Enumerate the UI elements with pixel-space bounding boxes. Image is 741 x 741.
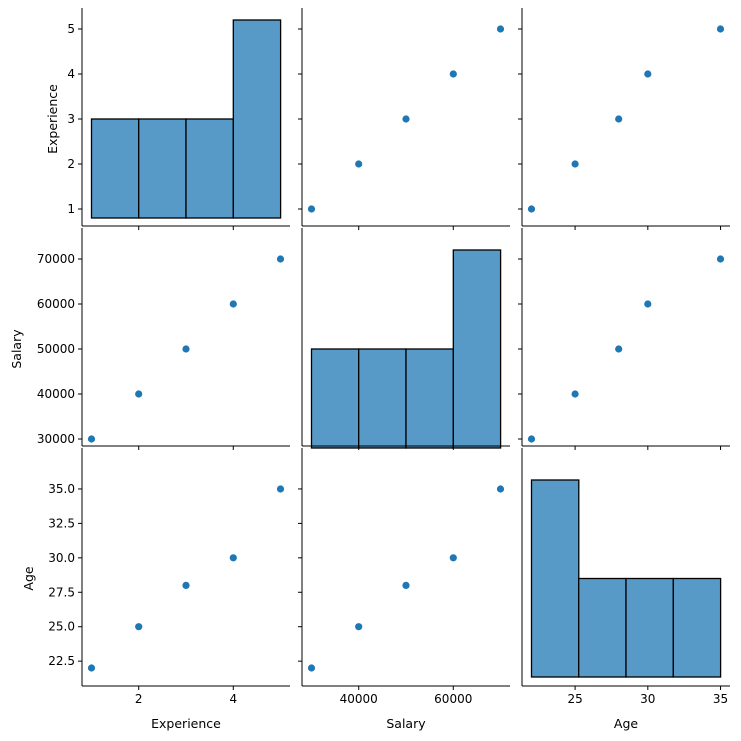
ytick-label-age-1: 22.5 bbox=[48, 654, 75, 668]
panel-age-vs-salary-point-4 bbox=[449, 554, 457, 562]
panel-age-vs-experience-point-3 bbox=[182, 581, 190, 590]
panel-age-vs-experience-point-1 bbox=[87, 664, 96, 672]
panel-experience-vs-salary-point-5 bbox=[496, 25, 505, 33]
panel-experience-vs-experience-bar-4 bbox=[232, 19, 282, 219]
panel-age-vs-age-bar-2 bbox=[578, 577, 627, 678]
x-axis-label-experience: Experience bbox=[151, 716, 221, 731]
panel-age-vs-salary-point-2 bbox=[355, 623, 363, 631]
ytick-label-age-5: 32.5 bbox=[48, 516, 75, 530]
ytick-label-salary-3: 50000 bbox=[37, 342, 75, 356]
panel-experience-vs-age-point-3 bbox=[615, 115, 623, 123]
panel-age-vs-experience-point-4 bbox=[229, 554, 237, 562]
panel-age-vs-age-bar-3 bbox=[625, 577, 674, 678]
ytick-label-experience-1: 1 bbox=[67, 202, 75, 216]
x-axis-label-salary: Salary bbox=[386, 716, 426, 731]
panel-salary-vs-age-point-1 bbox=[527, 435, 536, 443]
ytick-label-experience-4: 4 bbox=[67, 67, 75, 81]
panel-salary-vs-age-point-5 bbox=[716, 255, 725, 263]
panel-age-vs-age-bar-1 bbox=[530, 479, 580, 678]
panel-salary-vs-age-point-4 bbox=[644, 300, 652, 308]
ytick-label-age-3: 27.5 bbox=[48, 585, 75, 599]
panel-age-vs-salary-point-5 bbox=[496, 485, 505, 493]
panel-salary-vs-experience-point-3 bbox=[182, 345, 190, 353]
panel-age-vs-age-bar-4 bbox=[672, 577, 722, 678]
ytick-label-salary-4: 60000 bbox=[37, 297, 75, 311]
ytick-label-experience-3: 3 bbox=[67, 112, 75, 126]
panel-age-vs-experience-point-5 bbox=[276, 485, 285, 493]
panel-salary-vs-salary-bar-2 bbox=[358, 348, 407, 449]
panel-experience-vs-age-point-1 bbox=[527, 205, 536, 213]
ytick-label-salary-5: 70000 bbox=[37, 252, 75, 266]
panel-experience-vs-salary-point-2 bbox=[355, 160, 363, 168]
ytick-label-experience-2: 2 bbox=[67, 157, 75, 171]
y-axis-label-experience: Experience bbox=[45, 84, 60, 154]
panel-experience-vs-salary-point-4 bbox=[449, 70, 457, 78]
panel-age-vs-salary-point-3 bbox=[402, 581, 410, 590]
panel-experience-vs-experience-bar-2 bbox=[138, 118, 187, 219]
xtick-label-experience-2: 4 bbox=[229, 692, 237, 706]
y-axis-label-age: Age bbox=[21, 566, 36, 590]
panel-salary-vs-experience-point-2 bbox=[135, 390, 143, 398]
xtick-label-salary-2: 60000 bbox=[434, 692, 472, 706]
panel-salary-vs-salary-bar-3 bbox=[405, 348, 454, 449]
panel-experience-vs-experience-bar-1 bbox=[90, 118, 140, 219]
y-axis-label-salary: Salary bbox=[9, 329, 24, 369]
panel-experience-vs-age-point-2 bbox=[571, 160, 579, 168]
ytick-label-age-2: 25.0 bbox=[48, 620, 75, 634]
panel-salary-vs-experience-point-5 bbox=[276, 255, 285, 263]
x-axis-label-age: Age bbox=[614, 716, 638, 731]
panel-experience-vs-salary-point-3 bbox=[402, 115, 410, 123]
xtick-label-salary-1: 40000 bbox=[340, 692, 378, 706]
ytick-label-age-4: 30.0 bbox=[48, 551, 75, 565]
xtick-label-age-3: 35 bbox=[713, 692, 728, 706]
panel-experience-vs-salary-point-1 bbox=[307, 205, 316, 213]
panel-salary-vs-salary-bar-4 bbox=[452, 249, 502, 449]
panel-salary-vs-experience-point-4 bbox=[229, 300, 237, 308]
panel-age-vs-salary-point-1 bbox=[307, 664, 316, 672]
xtick-label-age-2: 30 bbox=[640, 692, 655, 706]
xtick-label-experience-1: 2 bbox=[135, 692, 143, 706]
panel-age-vs-experience-point-2 bbox=[135, 623, 143, 631]
ytick-label-salary-1: 30000 bbox=[37, 432, 75, 446]
panel-salary-vs-age-point-2 bbox=[571, 390, 579, 398]
xtick-label-age-1: 25 bbox=[567, 692, 582, 706]
panel-salary-vs-experience-point-1 bbox=[87, 435, 96, 443]
panel-salary-vs-salary-bar-1 bbox=[310, 348, 360, 449]
ytick-label-salary-2: 40000 bbox=[37, 387, 75, 401]
ytick-label-age-6: 35.0 bbox=[48, 482, 75, 496]
panel-salary-vs-age-point-3 bbox=[615, 345, 623, 353]
panel-experience-vs-age-point-5 bbox=[716, 25, 725, 33]
panel-experience-vs-age-point-4 bbox=[644, 70, 652, 78]
panel-experience-vs-experience-bar-3 bbox=[185, 118, 234, 219]
ytick-label-experience-5: 5 bbox=[67, 22, 75, 36]
